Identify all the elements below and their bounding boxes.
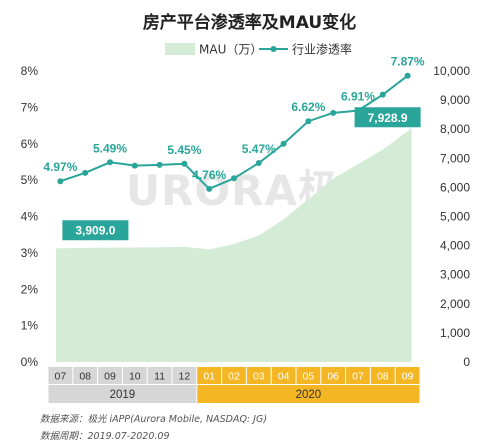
x-month-cell xyxy=(122,367,147,384)
y-left-tick-label: 2% xyxy=(21,282,39,296)
y-right-tick-label: 1,000 xyxy=(440,326,470,340)
x-tick-label: 09 xyxy=(104,371,116,383)
y-left-tick-label: 6% xyxy=(21,137,39,151)
x-tick-label: 09 xyxy=(402,371,414,383)
y-left-tick-label: 3% xyxy=(21,246,39,260)
x-tick-label: 03 xyxy=(253,371,265,383)
y-right-tick-label: 9,000 xyxy=(440,93,470,107)
x-year-band xyxy=(197,385,420,403)
penetration-value-label: 5.49% xyxy=(93,141,127,155)
x-month-cell xyxy=(395,367,420,384)
mau-value-box xyxy=(62,220,129,241)
y-right-tick-label: 3,000 xyxy=(440,268,470,282)
y-left-tick-label: 8% xyxy=(21,64,39,78)
y-right-tick-label: 8,000 xyxy=(440,122,470,136)
x-month-cell xyxy=(370,367,395,384)
legend-label-penetration: 行业渗透率 xyxy=(292,42,352,57)
y-left-tick-label: 4% xyxy=(21,210,39,224)
x-tick-label: 07 xyxy=(55,371,67,383)
penetration-value-label: 4.97% xyxy=(43,160,77,174)
x-month-cell xyxy=(271,367,296,384)
penetration-value-label: 4.76% xyxy=(192,168,226,182)
y-right-tick-label: 2,000 xyxy=(440,297,470,311)
penetration-value-label: 6.91% xyxy=(341,90,375,104)
penetration-point xyxy=(181,160,188,167)
y-right-tick-label: 7,000 xyxy=(440,151,470,165)
y-left-tick-label: 5% xyxy=(21,173,39,187)
legend-swatch-mau xyxy=(165,43,195,55)
x-month-cell xyxy=(246,367,271,384)
penetration-point xyxy=(231,175,237,182)
x-year-label: 2019 xyxy=(110,389,136,401)
x-tick-label: 10 xyxy=(129,371,141,383)
x-tick-label: 01 xyxy=(203,371,215,383)
penetration-value-label: 7.87% xyxy=(391,55,425,69)
x-tick-label: 06 xyxy=(327,371,339,383)
y-left-tick-label: 0% xyxy=(21,355,39,369)
mau-value-box xyxy=(354,107,421,128)
x-tick-label: 11 xyxy=(154,371,165,383)
x-year-band xyxy=(48,385,197,403)
penetration-value-label: 6.62% xyxy=(291,100,325,114)
x-month-cell xyxy=(172,367,197,384)
penetration-point xyxy=(82,169,89,176)
legend: MAU（万） 行业渗透率 xyxy=(165,42,352,57)
x-month-cell xyxy=(321,367,346,384)
y-right-tick-label: 4,000 xyxy=(440,239,470,253)
x-tick-label: 08 xyxy=(79,371,91,383)
source-line-2: 数据周期：2019.07-2020.09 xyxy=(40,431,170,442)
source-line-1: 数据来源：极光 iAPP(Aurora Mobile, NASDAQ: JG) xyxy=(40,414,267,425)
legend-label-mau: MAU（万） xyxy=(199,43,262,57)
mau-value-label: 7,928.9 xyxy=(368,111,408,125)
x-tick-label: 04 xyxy=(278,371,290,383)
x-month-cell xyxy=(222,367,246,384)
y-right-tick-label: 10,000 xyxy=(433,64,470,78)
x-month-cell xyxy=(346,367,370,384)
penetration-point xyxy=(330,109,337,116)
x-month-cell xyxy=(296,367,321,384)
penetration-point xyxy=(305,118,312,125)
x-month-cell xyxy=(98,367,122,384)
mau-area xyxy=(56,127,412,362)
penetration-point xyxy=(404,72,411,79)
penetration-point xyxy=(131,162,138,169)
x-month-cell xyxy=(147,367,172,384)
x-month-cell xyxy=(73,367,98,384)
penetration-point xyxy=(57,178,64,185)
x-tick-label: 05 xyxy=(303,371,315,383)
y-right-tick-label: 5,000 xyxy=(440,210,470,224)
x-year-label: 2020 xyxy=(296,389,322,401)
penetration-point xyxy=(107,159,113,166)
penetration-value-label: 5.47% xyxy=(242,142,276,156)
penetration-value-label: 5.45% xyxy=(167,143,201,157)
y-left-tick-label: 1% xyxy=(21,319,39,333)
x-tick-label: 12 xyxy=(179,371,191,383)
x-month-cell xyxy=(48,367,73,384)
penetration-point xyxy=(156,161,163,168)
mau-value-label: 3,909.0 xyxy=(75,224,115,238)
x-tick-label: 02 xyxy=(228,371,240,383)
y-right-tick-label: 6,000 xyxy=(440,180,470,194)
penetration-point xyxy=(206,185,213,192)
x-month-cell xyxy=(197,367,222,384)
x-tick-label: 08 xyxy=(377,371,389,383)
y-left-tick-label: 7% xyxy=(21,100,39,114)
penetration-point xyxy=(280,140,287,147)
legend-marker-penetration xyxy=(270,46,277,52)
x-tick-label: 07 xyxy=(352,371,364,383)
chart-title: 房产平台渗透率及MAU变化 xyxy=(143,12,356,33)
y-right-tick-label: 0 xyxy=(463,355,470,369)
penetration-point xyxy=(379,91,386,98)
penetration-point xyxy=(255,160,262,167)
